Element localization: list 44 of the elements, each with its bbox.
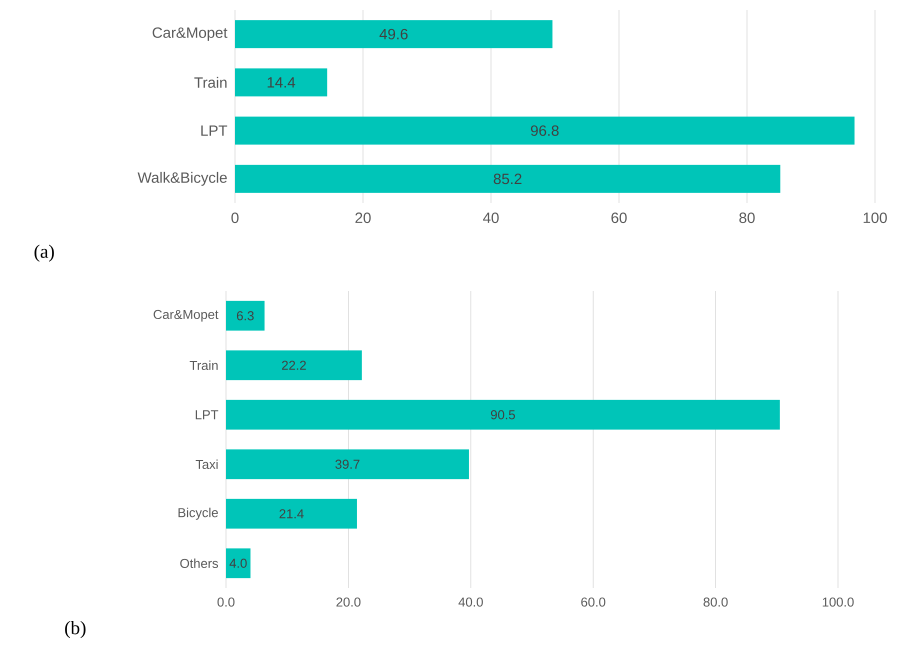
bar xyxy=(226,350,362,380)
data-label: 6.3 xyxy=(236,311,254,320)
bar xyxy=(226,400,780,430)
x-tick-label: 100 xyxy=(864,212,887,224)
y-tick-label: Taxi xyxy=(196,459,218,470)
y-tick-label: Train xyxy=(194,76,227,88)
bar xyxy=(235,20,552,48)
x-tick-label: 60 xyxy=(611,212,627,224)
x-tick-label: 100.0 xyxy=(822,598,854,607)
bar xyxy=(226,548,250,578)
y-tick-label: LPT xyxy=(201,125,228,136)
y-tick-label: LPT xyxy=(196,410,218,420)
bar xyxy=(235,116,855,145)
x-tick-label: 40 xyxy=(483,212,499,224)
x-tick-label: 60.0 xyxy=(581,598,606,607)
x-tick-label: 20 xyxy=(355,212,371,224)
data-label: 85.2 xyxy=(494,174,522,184)
data-label: 39.7 xyxy=(335,460,360,469)
y-tick-label: Train xyxy=(190,360,218,370)
bar xyxy=(235,164,780,193)
x-tick-label: 0 xyxy=(231,212,239,224)
bar xyxy=(226,449,469,480)
x-tick-label: 0.0 xyxy=(218,598,235,607)
y-tick-label: Bicycle xyxy=(178,508,218,520)
text: (a) xyxy=(34,244,54,262)
data-label: 96.8 xyxy=(530,125,559,136)
data-label: 49.6 xyxy=(380,28,408,40)
data-label: 14.4 xyxy=(268,77,296,88)
bar xyxy=(226,300,265,331)
x-tick-label: 80 xyxy=(739,212,755,224)
text: (b) xyxy=(65,621,86,638)
bar xyxy=(235,68,328,96)
data-label: 22.2 xyxy=(282,360,306,370)
y-tick-label: Others xyxy=(180,558,218,568)
x-tick-label: 80.0 xyxy=(704,598,728,607)
y-tick-label: Car&Mopet xyxy=(154,310,218,322)
x-tick-label: 40.0 xyxy=(458,598,483,607)
data-label: 90.5 xyxy=(490,410,515,420)
bar xyxy=(226,498,357,529)
x-tick-label: 20.0 xyxy=(336,598,361,607)
y-tick-label: Car&Mopet xyxy=(152,27,228,41)
y-tick-label: Walk&Bicycle xyxy=(138,172,227,186)
data-label: 4.0 xyxy=(230,558,247,568)
data-label: 21.4 xyxy=(280,509,304,518)
